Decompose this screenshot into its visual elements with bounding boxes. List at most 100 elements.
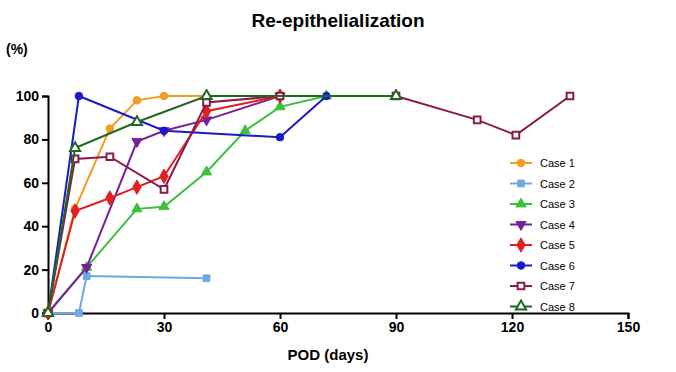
legend-entry: Case 8 xyxy=(510,301,575,313)
series-line xyxy=(48,96,207,313)
x-tick: 30 xyxy=(157,313,173,335)
legend-marker xyxy=(517,159,525,167)
series-marker xyxy=(106,125,114,133)
y-tick-label: 100 xyxy=(16,88,40,104)
series-marker xyxy=(133,180,141,194)
plot-area xyxy=(43,89,573,320)
series-line xyxy=(48,96,280,313)
legend-label: Case 7 xyxy=(540,280,575,292)
series-marker xyxy=(132,139,142,148)
legend-entry: Case 7 xyxy=(510,280,575,292)
series-marker xyxy=(203,99,210,106)
x-tick-label: 30 xyxy=(157,319,173,335)
series-marker xyxy=(567,93,574,100)
legend-entry: Case 3 xyxy=(510,198,575,210)
series-marker xyxy=(203,275,210,282)
series-marker xyxy=(132,203,142,212)
x-tick: 120 xyxy=(501,313,525,335)
series-marker xyxy=(159,201,169,210)
legend-entry: Case 4 xyxy=(510,219,575,231)
series-line xyxy=(48,276,207,313)
y-axis-line xyxy=(42,97,49,314)
y-tick: 20 xyxy=(23,262,48,278)
y-tick-label: 20 xyxy=(23,262,39,278)
series-marker xyxy=(43,307,53,316)
y-tick-mark xyxy=(42,96,48,98)
y-tick: 80 xyxy=(23,131,48,147)
legend-marker xyxy=(517,238,525,252)
series-marker xyxy=(133,97,141,105)
legend-marker xyxy=(516,222,526,231)
legend-entry: Case 5 xyxy=(510,238,575,252)
y-tick-mark xyxy=(42,226,48,228)
x-tick-label: 120 xyxy=(501,319,525,335)
y-tick-label: 80 xyxy=(23,131,39,147)
legend-label: Case 1 xyxy=(540,157,575,169)
x-tick: 60 xyxy=(273,313,289,335)
series-marker xyxy=(107,153,114,160)
x-tick-label: 90 xyxy=(389,319,405,335)
legend-entry: Case 6 xyxy=(510,260,575,272)
series-marker xyxy=(160,127,168,135)
series-line xyxy=(48,96,570,313)
legend-entry: Case 1 xyxy=(510,157,575,169)
series-marker xyxy=(513,132,520,139)
series-marker xyxy=(161,186,168,193)
series-marker xyxy=(159,128,169,137)
y-tick-label: 60 xyxy=(23,175,39,191)
x-axis-title: POD (days) xyxy=(288,346,369,363)
legend-label: Case 8 xyxy=(540,301,575,313)
legend-label: Case 2 xyxy=(540,178,575,190)
series-marker xyxy=(132,116,142,125)
series-marker xyxy=(44,306,52,320)
legend: Case 1 Case 2 Case 3 Case 4 Case 5 Case 6 Case… xyxy=(510,157,575,313)
y-tick-label: 40 xyxy=(23,218,39,234)
y-tick: 40 xyxy=(23,218,48,234)
series-marker xyxy=(201,90,211,99)
legend-entry: Case 2 xyxy=(510,178,575,190)
series-line xyxy=(48,96,280,313)
legend-marker xyxy=(516,198,526,207)
x-tick-label: 60 xyxy=(273,319,289,335)
series-marker xyxy=(276,133,284,141)
series-marker xyxy=(82,264,92,273)
legend-marker xyxy=(518,180,525,187)
legend-marker xyxy=(517,262,525,270)
y-tick-label: 0 xyxy=(31,305,39,321)
legend-label: Case 6 xyxy=(540,260,575,272)
series-marker xyxy=(76,310,83,317)
x-axis: 0 30 60 90 120 150 xyxy=(45,313,641,335)
y-tick-mark xyxy=(42,182,48,184)
legend-label: Case 3 xyxy=(540,198,575,210)
y-tick-mark xyxy=(42,139,48,141)
series-marker xyxy=(201,166,211,175)
x-tick: 150 xyxy=(617,313,641,335)
x-tick-label: 0 xyxy=(45,319,53,335)
y-tick: 60 xyxy=(23,175,48,191)
legend-label: Case 4 xyxy=(540,219,575,231)
x-axis-line xyxy=(49,314,629,320)
y-tick: 100 xyxy=(16,88,48,104)
chart: Re-epithelialization (%) POD (days) 0 30 60 90… xyxy=(0,0,676,372)
series-line xyxy=(48,96,326,313)
legend-marker xyxy=(518,283,525,290)
series-line xyxy=(48,96,326,313)
series-marker xyxy=(70,142,80,151)
x-tick: 90 xyxy=(389,313,405,335)
legend-marker xyxy=(516,301,526,310)
title: Re-epithelialization xyxy=(251,10,424,31)
y-axis-title: (%) xyxy=(6,41,28,57)
series-marker xyxy=(160,92,168,100)
x-tick-label: 150 xyxy=(617,319,641,335)
series-marker xyxy=(391,90,401,99)
series-marker xyxy=(474,117,481,124)
series-marker xyxy=(71,204,79,218)
series-line xyxy=(48,96,396,313)
series-marker xyxy=(321,90,331,99)
legend-label: Case 5 xyxy=(540,239,575,251)
series-marker xyxy=(240,125,250,134)
series-marker xyxy=(106,191,114,205)
y-tick-mark xyxy=(42,269,48,271)
y-axis: 0 20 40 60 80 100 xyxy=(16,88,49,321)
series-marker xyxy=(75,92,83,100)
